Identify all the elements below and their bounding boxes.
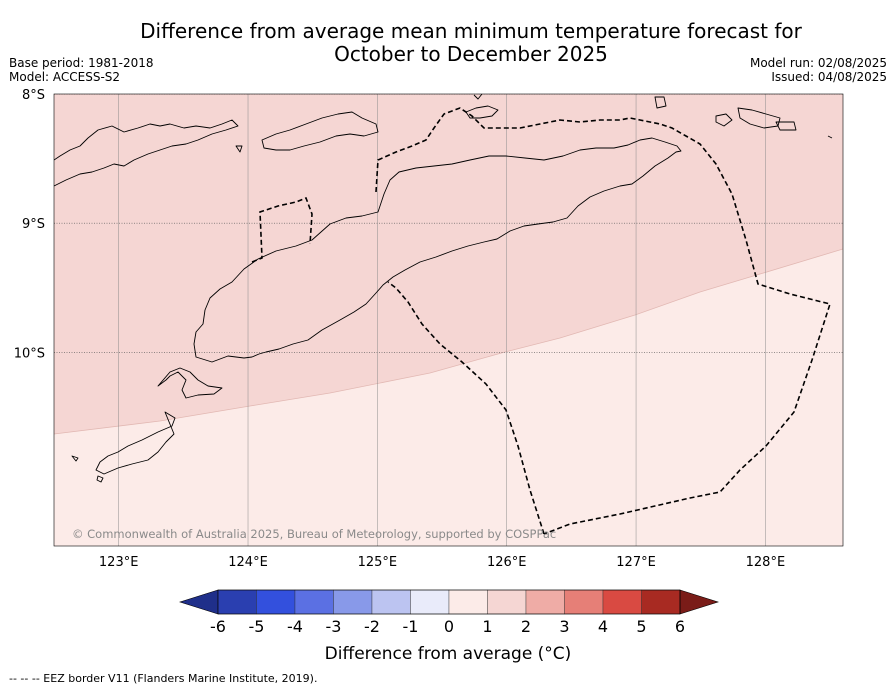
colorbar-swatch bbox=[448, 589, 488, 615]
colorbar-swatch bbox=[602, 589, 642, 615]
lon-tick-label: 128°E bbox=[746, 555, 786, 570]
small-island-3 bbox=[654, 96, 667, 109]
eez-north-line bbox=[375, 107, 832, 535]
colorbar-tick-label: 6 bbox=[675, 617, 685, 636]
colorbar-tick-label: -3 bbox=[326, 617, 342, 636]
roti-coastline bbox=[157, 367, 223, 399]
colorbar-frame bbox=[217, 589, 681, 615]
colorbar-tick-label: 0 bbox=[444, 617, 454, 636]
longitude-labels: 123°E 124°E 125°E 126°E 127°E 128°E bbox=[99, 555, 785, 570]
alor-coastline bbox=[261, 111, 379, 151]
colorbar-tick-label: -2 bbox=[364, 617, 380, 636]
colorbar-label: Difference from average (°C) bbox=[325, 644, 572, 664]
eez-south-line bbox=[387, 281, 545, 535]
region-fill-high bbox=[54, 94, 843, 434]
small-island-2 bbox=[96, 475, 104, 483]
colorbar: -6 -5 -4 -3 -2 -1 0 1 2 3 4 5 6 bbox=[179, 589, 719, 636]
small-island-1 bbox=[71, 455, 79, 462]
colorbar-tick-label: 4 bbox=[598, 617, 608, 636]
model-run-label: Model run: 02/08/2025 bbox=[749, 56, 887, 70]
lon-tick-label: 123°E bbox=[99, 555, 139, 570]
issued-label: Issued: 04/08/2025 bbox=[771, 70, 887, 84]
colorbar-tick-label: 5 bbox=[636, 617, 646, 636]
babar-coastline bbox=[715, 113, 733, 127]
copyright-text: © Commonwealth of Australia 2025, Bureau… bbox=[72, 527, 556, 541]
model-label: Model: ACCESS-S2 bbox=[9, 70, 121, 84]
colorbar-tick-label: 2 bbox=[521, 617, 531, 636]
timor-coastline bbox=[193, 137, 682, 363]
lat-tick-label: 9°S bbox=[22, 217, 45, 232]
eez-border bbox=[251, 107, 832, 535]
eez-footnote: -- -- -- EEZ border V11 (Flanders Marine… bbox=[9, 672, 318, 685]
colorbar-swatch bbox=[487, 589, 527, 615]
title-line-2: October to December 2025 bbox=[334, 42, 608, 66]
small-island-6 bbox=[235, 145, 243, 153]
gridlines bbox=[54, 94, 843, 546]
meta-left: Base period: 1981-2018 Model: ACCESS-S2 bbox=[9, 56, 154, 84]
colorbar-tick-label: -4 bbox=[287, 617, 303, 636]
lat-tick-label: 10°S bbox=[14, 346, 45, 361]
colorbar-swatch bbox=[256, 589, 296, 615]
colorbar-swatch bbox=[294, 589, 334, 615]
lat-tick-label: 8°S bbox=[22, 88, 45, 103]
colorbar-swatch bbox=[333, 589, 373, 615]
small-island-5 bbox=[827, 135, 833, 139]
colorbar-extend-low bbox=[179, 589, 219, 615]
colorbar-swatch bbox=[410, 589, 450, 615]
colorbar-tick-label: 3 bbox=[559, 617, 569, 636]
base-period-label: Base period: 1981-2018 bbox=[9, 56, 154, 70]
wetar-coastline bbox=[465, 105, 499, 119]
colorbar-tick-label: -1 bbox=[403, 617, 419, 636]
colorbar-swatch bbox=[564, 589, 604, 615]
title-line-1: Difference from average mean minimum tem… bbox=[140, 19, 802, 43]
map-area bbox=[54, 94, 843, 546]
flores-coastline bbox=[54, 119, 239, 187]
eez-oecusse bbox=[251, 196, 313, 263]
latitude-labels: 8°S 9°S 10°S bbox=[14, 88, 45, 361]
lon-tick-label: 125°E bbox=[358, 555, 398, 570]
map-frame bbox=[53, 93, 844, 547]
colorbar-extend-high bbox=[679, 589, 719, 615]
colorbar-tick-label: -5 bbox=[249, 617, 265, 636]
colorbar-tick-label: -6 bbox=[210, 617, 226, 636]
lon-tick-label: 127°E bbox=[616, 555, 656, 570]
colorbar-swatch bbox=[641, 589, 681, 615]
colorbar-tick-label: 1 bbox=[482, 617, 492, 636]
lon-tick-label: 124°E bbox=[228, 555, 268, 570]
meta-right: Model run: 02/08/2025 Issued: 04/08/2025 bbox=[750, 56, 887, 84]
colorbar-swatch bbox=[217, 589, 257, 615]
sawu-coastline bbox=[95, 411, 176, 475]
coastlines bbox=[54, 94, 833, 483]
small-island-4 bbox=[775, 121, 797, 131]
colorbar-swatch bbox=[525, 589, 565, 615]
colorbar-swatch bbox=[371, 589, 411, 615]
lon-tick-label: 126°E bbox=[487, 555, 527, 570]
atauro-coastline bbox=[473, 94, 483, 100]
chart-title: Difference from average mean minimum tem… bbox=[96, 20, 846, 66]
